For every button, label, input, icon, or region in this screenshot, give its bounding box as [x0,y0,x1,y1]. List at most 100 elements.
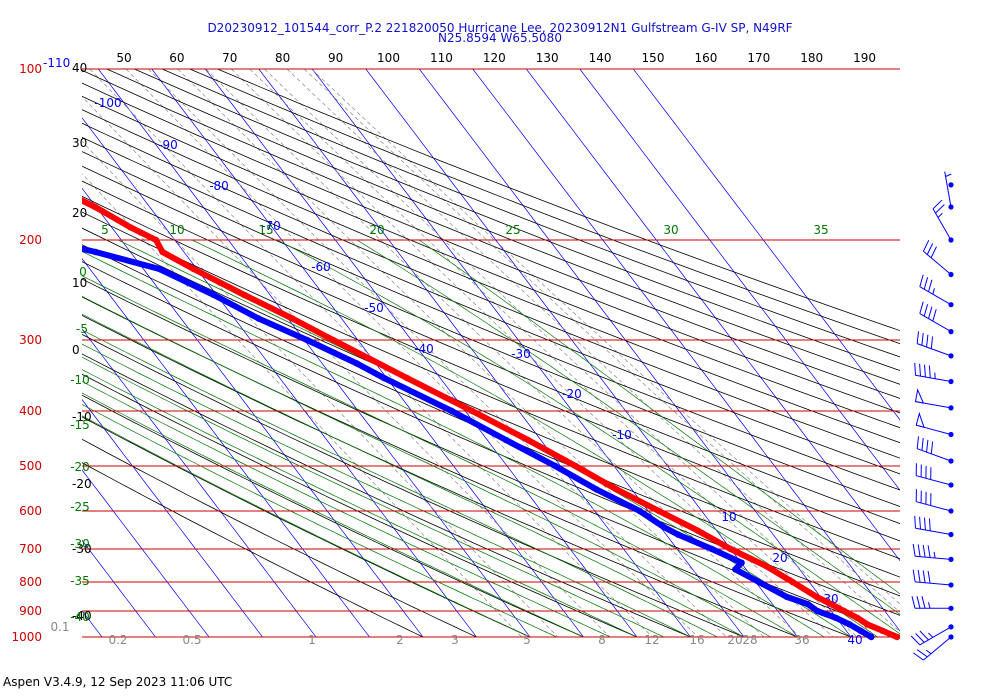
top-axis-label: 50 [116,51,131,65]
wind-barb-halfflag [928,632,934,638]
dry-adiabat-line [106,69,900,385]
pressure-label: 100 [19,62,42,76]
top-axis-label: 140 [589,51,612,65]
mixing-ratio-line [311,69,900,605]
dry-adiabat-line [82,109,900,444]
wind-barb-flag [916,331,919,344]
top-axis-label: 120 [483,51,506,65]
wind-barb-flag [911,596,916,609]
isotherm-label: -30 [511,347,531,361]
moist-adiabat-line [82,251,825,638]
top-axis-label: 190 [853,51,876,65]
temperature-point [854,614,861,621]
isotherm-line [258,69,691,638]
wind-barb-halfflag [925,649,932,655]
top-axis-label: 110 [430,51,453,65]
mixing-ratio-label: 8 [598,633,606,647]
wind-barb-flag [932,199,943,210]
dewpoint-point [846,621,853,628]
temperature-point [879,627,886,634]
temperature-point [827,600,834,608]
moist-adiabat-label: -30 [70,537,90,551]
dewpoint-point [552,462,559,470]
wind-barb-staff [915,581,952,586]
moist-adiabat-label: -20 [70,460,90,474]
isotherm-label: -10 [612,428,632,442]
wind-barb-flag [927,545,931,558]
dry-adiabat-label: -40 [72,609,92,623]
wind-barb-flag [923,304,929,317]
wind-barb [916,331,954,359]
isotherm-label: -100 [94,96,121,110]
mixing-ratio-label: 5 [523,633,531,647]
isotherm-line [82,469,210,638]
wind-barb-flag [921,332,924,346]
dry-adiabat-line [82,394,584,638]
dry-adiabat-line [82,314,798,638]
wind-barb-staff [917,448,952,462]
mixing-ratio-label: 36 [794,633,809,647]
dry-adiabat-line [82,82,900,414]
isotherm-line [365,69,798,638]
moist-adiabat-line [82,275,798,638]
wind-barb-staff [932,208,952,241]
wind-barb [914,388,954,411]
wind-barb-staff [944,171,952,208]
dry-adiabat-line [82,296,852,638]
temperature-point [893,633,900,641]
wind-barb-flag [917,544,921,557]
moist-adiabat-label: 25 [505,223,520,237]
temperature-point [92,203,99,211]
wind-barb-flag [926,439,929,453]
wind-barb-flag [916,596,921,609]
dry-adiabat-label: 10 [72,276,87,290]
dry-adiabat-line [82,195,900,542]
temperature-point [655,507,663,515]
top-axis-label: 80 [275,51,290,65]
dry-adiabat-line [161,69,900,358]
top-axis-label: 60 [169,51,184,65]
isotherm-label: -60 [311,260,331,274]
wind-barb-flag [935,204,945,214]
wind-barb-halfflag [932,288,935,295]
isotherm-line [82,398,263,638]
wind-barb [916,436,954,464]
wind-barb-flag [922,239,930,252]
dewpoint-point [448,407,455,415]
top-axis-label: 150 [642,51,665,65]
dry-adiabat-line [82,353,691,638]
mixing-ratio-label: 0.1 [50,620,69,634]
temperature-point [190,265,197,273]
dry-adiabat-line [82,151,900,491]
moist-adiabat-line [82,329,718,638]
wind-barb-staff [919,626,952,646]
wind-barb-flag [930,441,934,454]
mixing-ratio-label: 3 [451,633,459,647]
wind-barb-flag [912,543,916,557]
pressure-label: 1000 [11,630,42,644]
mixing-ratio-line [177,69,765,638]
grid-lines [82,69,900,638]
dry-adiabat-line [82,438,477,638]
top-axis-label: 100 [377,51,400,65]
wind-barb [910,624,954,646]
wind-barb [919,274,954,308]
wind-barb-flag [919,274,924,287]
mixing-ratio-line [125,69,699,638]
wind-barb-flag [912,569,916,582]
temperature-point [524,436,532,444]
wind-barb-flag [921,438,924,451]
dry-adiabat-label: -10 [72,410,92,424]
pressure-label: 200 [19,233,42,247]
temperature-point [63,189,69,195]
wind-barb-halfflag [928,602,931,609]
isotherm-label: -110 [43,56,70,70]
dry-adiabat-line [82,122,900,459]
isotherm-label: -80 [209,179,229,193]
isotherm-line [82,328,317,638]
moist-adiabat-label: -25 [70,500,90,514]
temperature-point [159,248,166,256]
isotherm-label: -70 [261,219,281,233]
temperature-point [289,315,296,322]
wind-barb-flag [930,336,934,349]
